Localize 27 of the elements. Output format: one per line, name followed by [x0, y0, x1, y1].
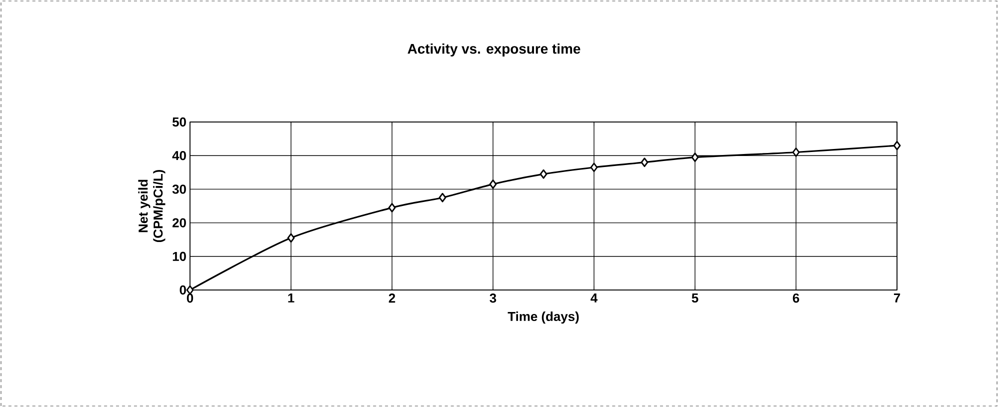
x-tick-label: 3 — [490, 294, 496, 303]
point — [438, 192, 446, 202]
y-tick-label: 10 — [172, 252, 186, 261]
y-tick-label: 30 — [172, 184, 186, 194]
x-tick-label: 1 — [288, 294, 294, 302]
point — [590, 162, 598, 172]
x-tick-label: 7 — [894, 294, 900, 302]
x-tick-label: 4 — [590, 294, 598, 302]
point — [893, 140, 901, 150]
y-tick-label: 50 — [172, 117, 186, 127]
y-axis-title: Net yeild (CPM/pCi/L) — [138, 170, 166, 242]
point — [287, 233, 295, 243]
point — [388, 202, 396, 212]
point — [540, 169, 548, 179]
y-tick-label: 20 — [172, 218, 186, 228]
chart-title: Activity vs. exposure time — [408, 43, 580, 56]
x-tick-label: 2 — [388, 294, 396, 303]
x-tick-label: 5 — [692, 294, 698, 303]
point — [792, 148, 800, 157]
y-tick-label: 0 — [180, 285, 186, 295]
point — [640, 158, 648, 168]
y-tick-label: 40 — [172, 151, 186, 160]
point — [691, 152, 699, 162]
x-axis-title: Time (days) — [508, 312, 579, 324]
x-tick-label: 0 — [186, 294, 194, 303]
x-tick-label: 6 — [792, 294, 800, 303]
point — [489, 179, 497, 189]
